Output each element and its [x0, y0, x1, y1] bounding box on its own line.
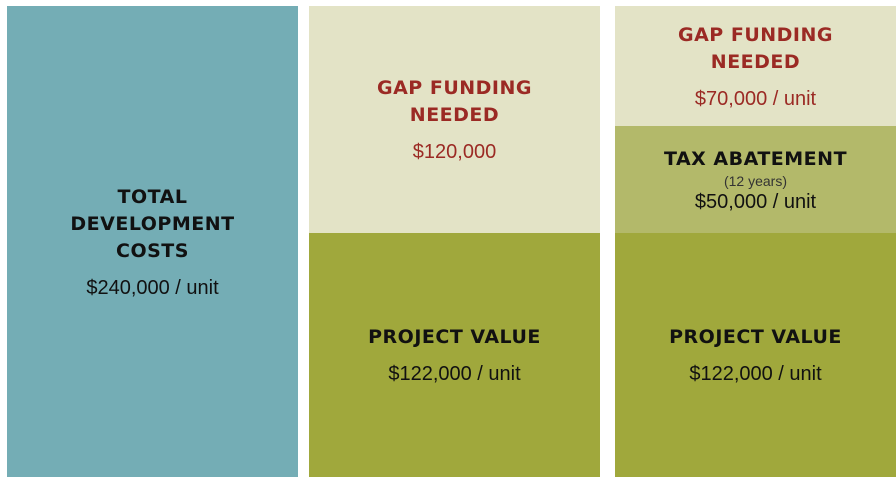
block-value: $70,000 / unit [694, 87, 817, 110]
gap-block: GAP FUNDING NEEDED $120,000 [309, 6, 600, 233]
block-title: TAX ABATEMENT [663, 147, 848, 170]
block-value: $122,000 / unit [388, 363, 521, 385]
block-title: GAP FUNDING NEEDED [678, 23, 833, 73]
value-block: PROJECT VALUE $122,000 / unit [615, 233, 896, 477]
block-value: $122,000 / unit [689, 363, 822, 385]
block-title: PROJECT VALUE [669, 326, 842, 348]
block-note: (12 years) [723, 172, 788, 189]
cost-block: TOTAL DEVELOPMENT COSTS $240,000 / unit [7, 6, 298, 477]
block-title: TOTAL DEVELOPMENT COSTS [70, 185, 235, 262]
abatement-block: TAX ABATEMENT (12 years) $50,000 / unit [615, 126, 896, 233]
block-value: $240,000 / unit [86, 276, 219, 299]
block-title: GAP FUNDING NEEDED [377, 77, 532, 126]
block-value: $120,000 [412, 141, 497, 163]
value-block: PROJECT VALUE $122,000 / unit [309, 233, 600, 477]
block-value: $50,000 / unit [694, 190, 817, 213]
gap-block: GAP FUNDING NEEDED $70,000 / unit [615, 6, 896, 126]
block-title: PROJECT VALUE [368, 326, 541, 348]
